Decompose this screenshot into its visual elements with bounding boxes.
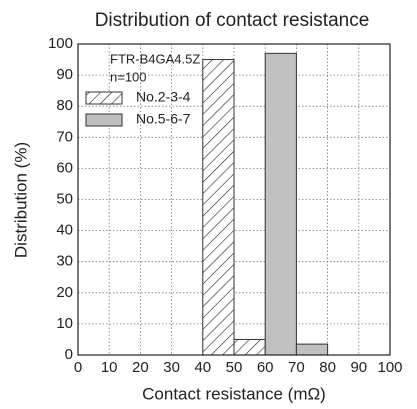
x-tick-label: 10 xyxy=(101,359,118,376)
legend-label: No.2-3-4 xyxy=(136,89,191,105)
bar xyxy=(233,338,266,356)
x-tick-label: 70 xyxy=(288,359,305,376)
legend-swatch xyxy=(85,91,123,105)
y-tick-label: 30 xyxy=(56,253,73,270)
plot-frame xyxy=(77,43,391,356)
bar xyxy=(202,59,235,356)
y-tick-label: 100 xyxy=(48,35,73,52)
x-tick-label: 50 xyxy=(226,359,243,376)
x-tick-label: 60 xyxy=(257,359,274,376)
legend-label: No.5-6-7 xyxy=(136,111,191,127)
x-tick-label: 80 xyxy=(319,359,336,376)
y-tick-label: 70 xyxy=(56,128,73,145)
legend-swatch xyxy=(85,113,123,127)
y-tick-label: 60 xyxy=(56,159,73,176)
x-tick-label: 40 xyxy=(194,359,211,376)
annotation: n=100 xyxy=(110,69,147,84)
bar xyxy=(264,52,297,356)
x-tick-label: 20 xyxy=(132,359,149,376)
x-tick-label: 0 xyxy=(74,359,82,376)
y-tick-label: 20 xyxy=(56,284,73,301)
y-tick-label: 40 xyxy=(56,222,73,239)
x-tick-label: 90 xyxy=(350,359,367,376)
bar xyxy=(295,343,329,356)
y-axis-label: Distribution (%) xyxy=(11,142,30,258)
y-tick-label: 80 xyxy=(56,97,73,114)
y-tick-label: 10 xyxy=(56,315,73,332)
x-axis-label: Contact resistance (mΩ) xyxy=(142,384,326,403)
y-tick-label: 50 xyxy=(56,190,73,207)
annotation: FTR-B4GA4.5Z xyxy=(110,51,200,66)
x-tick-label: 30 xyxy=(163,359,180,376)
chart-title: Distribution of contact resistance xyxy=(95,10,370,31)
y-tick-label: 0 xyxy=(65,346,73,363)
x-tick-label: 100 xyxy=(377,359,402,376)
y-tick-label: 90 xyxy=(56,66,73,83)
